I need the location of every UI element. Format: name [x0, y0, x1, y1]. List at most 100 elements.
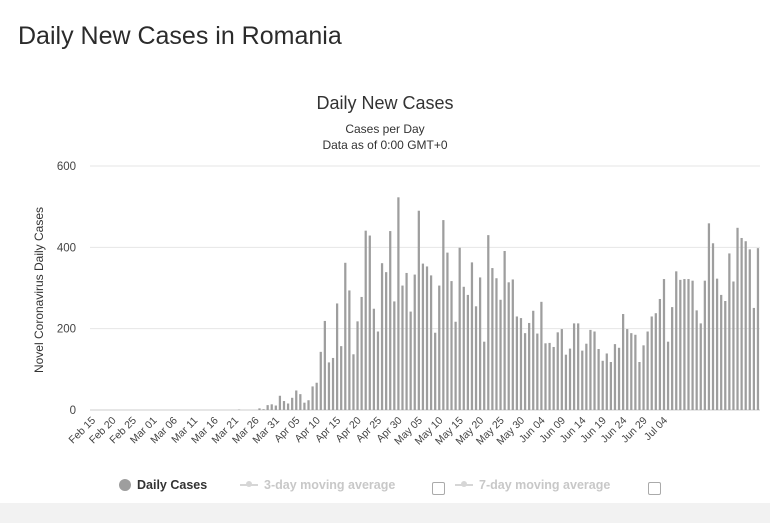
bar[interactable] [299, 394, 302, 410]
bar[interactable] [683, 279, 686, 410]
bar[interactable] [319, 351, 322, 410]
bar[interactable] [405, 272, 408, 410]
bar[interactable] [752, 307, 755, 410]
bar[interactable] [487, 235, 490, 410]
bar[interactable] [650, 316, 653, 410]
legend-checkbox-3day[interactable] [432, 482, 445, 495]
legend-item-7day-average[interactable]: 7-day moving average [455, 478, 610, 492]
bar[interactable] [491, 268, 494, 410]
bar[interactable] [446, 252, 449, 410]
bar[interactable] [291, 397, 294, 410]
bar[interactable] [605, 353, 608, 410]
bar[interactable] [331, 357, 335, 410]
bar[interactable] [617, 347, 621, 410]
bar[interactable] [589, 329, 592, 410]
bar[interactable] [282, 401, 286, 410]
bar[interactable] [597, 349, 600, 410]
bar[interactable] [511, 279, 514, 410]
bar[interactable] [478, 277, 482, 410]
bar[interactable] [646, 331, 649, 410]
bar[interactable] [666, 341, 670, 410]
bar[interactable] [499, 299, 502, 410]
bar[interactable] [756, 248, 760, 410]
bar[interactable] [352, 354, 355, 410]
bar[interactable] [515, 316, 519, 410]
bar[interactable] [311, 386, 314, 410]
bar[interactable] [532, 310, 535, 410]
bar[interactable] [630, 333, 633, 410]
bar[interactable] [364, 230, 367, 410]
bar[interactable] [671, 307, 674, 410]
bar[interactable] [540, 301, 543, 410]
bar[interactable] [568, 348, 572, 410]
bar[interactable] [315, 382, 318, 410]
bar[interactable] [495, 278, 498, 410]
bar[interactable] [536, 333, 539, 410]
bar[interactable] [278, 395, 282, 410]
bar[interactable] [274, 405, 277, 410]
bar[interactable] [380, 263, 384, 410]
bar[interactable] [507, 282, 510, 410]
bar[interactable] [601, 360, 604, 410]
bar[interactable] [687, 279, 690, 410]
bar[interactable] [748, 249, 751, 410]
bar[interactable] [691, 280, 694, 410]
bar[interactable] [425, 266, 429, 410]
legend-item-3day-average[interactable]: 3-day moving average [240, 478, 395, 492]
bar[interactable] [707, 223, 711, 410]
bar[interactable] [335, 303, 339, 410]
bar[interactable] [724, 301, 727, 410]
bar[interactable] [564, 354, 568, 410]
bar[interactable] [572, 323, 576, 410]
bar[interactable] [303, 402, 306, 410]
bar[interactable] [438, 285, 441, 410]
bar[interactable] [728, 253, 731, 410]
bar[interactable] [528, 322, 531, 410]
bar[interactable] [417, 210, 420, 410]
bar[interactable] [483, 341, 486, 410]
bar[interactable] [679, 279, 682, 410]
bar[interactable] [544, 343, 547, 410]
bar[interactable] [585, 343, 588, 410]
bar[interactable] [740, 237, 743, 410]
bar[interactable] [372, 308, 376, 410]
bar[interactable] [368, 235, 371, 410]
bar[interactable] [450, 281, 453, 410]
bar[interactable] [744, 241, 747, 410]
bar[interactable] [658, 298, 662, 410]
bar[interactable] [376, 331, 380, 410]
bar[interactable] [356, 321, 359, 410]
bar[interactable] [458, 247, 461, 410]
bar[interactable] [593, 331, 596, 410]
bar[interactable] [552, 346, 555, 410]
bar[interactable] [385, 272, 388, 410]
bar[interactable] [340, 346, 343, 410]
bar[interactable] [360, 296, 363, 410]
bar[interactable] [711, 243, 715, 410]
bar[interactable] [675, 271, 678, 410]
bar[interactable] [581, 350, 584, 410]
bar[interactable] [638, 362, 641, 410]
bar[interactable] [642, 345, 645, 410]
legend-item-daily-cases[interactable]: Daily Cases [119, 478, 207, 492]
bar[interactable] [327, 362, 331, 410]
bar[interactable] [466, 294, 469, 410]
bar[interactable] [266, 405, 269, 410]
bar[interactable] [429, 275, 433, 410]
bar[interactable] [409, 311, 412, 410]
bar[interactable] [401, 285, 404, 410]
bar[interactable] [474, 306, 478, 410]
bar[interactable] [703, 280, 706, 410]
bar[interactable] [413, 274, 416, 410]
bar[interactable] [295, 390, 298, 410]
bar[interactable] [258, 408, 261, 410]
legend-checkbox-7day[interactable] [648, 482, 661, 495]
bar[interactable] [389, 231, 392, 410]
bar[interactable] [503, 250, 506, 410]
bar[interactable] [323, 320, 326, 410]
bar[interactable] [613, 344, 617, 410]
bar[interactable] [732, 281, 735, 410]
bar[interactable] [442, 220, 445, 410]
bar[interactable] [286, 403, 290, 410]
bar[interactable] [307, 400, 310, 410]
